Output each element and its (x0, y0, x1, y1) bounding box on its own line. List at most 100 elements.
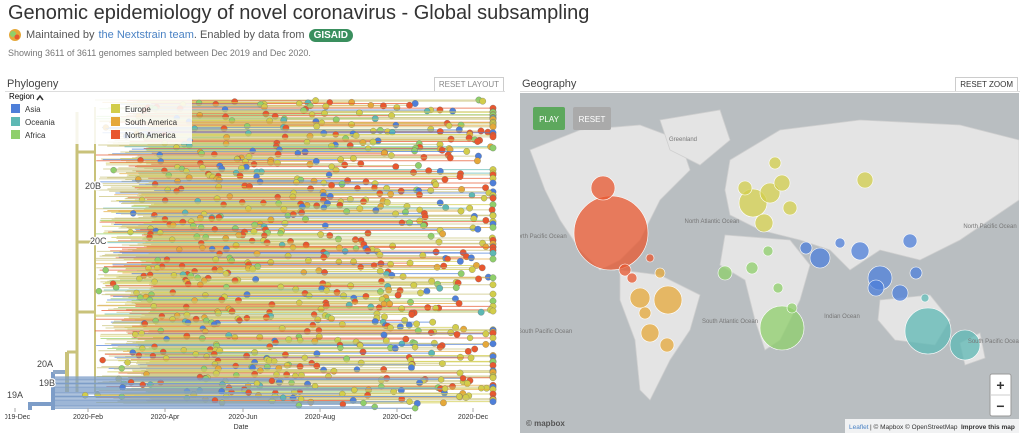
region-bubble[interactable] (809, 247, 831, 269)
region-bubble[interactable] (920, 293, 930, 303)
region-bubble[interactable] (737, 180, 753, 196)
region-bubble[interactable] (618, 263, 632, 277)
clade-label: 20B (85, 181, 101, 191)
tree-tip (391, 345, 399, 352)
divider (520, 91, 1020, 92)
summary: Showing 3611 of 3611 genomes sampled bet… (8, 48, 311, 58)
mapbox-logo: © mapbox (526, 419, 565, 428)
tree-tip (457, 207, 465, 215)
tree-tip (420, 153, 428, 161)
legend-toggle[interactable] (36, 94, 44, 101)
attribution-leaflet[interactable]: Leaflet (849, 424, 869, 431)
region-bubble[interactable] (573, 195, 649, 271)
tree-tip (245, 389, 252, 396)
tree-tip (402, 208, 409, 216)
tree-tip (432, 181, 440, 189)
map: Greenland North Atlantic Ocean North Pacif… (520, 93, 1019, 433)
region-bubble[interactable] (638, 306, 652, 320)
legend-label: Oceania (25, 118, 55, 127)
region-bubble[interactable] (949, 329, 981, 361)
tree-tip (489, 255, 497, 263)
tree-tip (460, 325, 467, 333)
tree-tip (279, 394, 287, 401)
region-bubble[interactable] (850, 241, 870, 261)
region-bubble[interactable] (590, 175, 616, 201)
attribution-improve[interactable]: Improve this map (961, 424, 1015, 431)
region-bubble[interactable] (904, 307, 952, 355)
zoom-out[interactable]: − (996, 398, 1004, 414)
tree-tip (489, 334, 497, 342)
legend-swatch (111, 117, 120, 126)
region-bubble[interactable] (745, 261, 759, 275)
region-bubble[interactable] (902, 233, 918, 249)
region-bubble[interactable] (754, 213, 774, 233)
tree-tip (383, 198, 391, 206)
tree-tip (389, 242, 396, 250)
tree-tip (432, 248, 440, 256)
tree-tip (459, 375, 467, 382)
region-bubble[interactable] (834, 237, 846, 249)
tree-tip (301, 148, 309, 156)
reset-zoom-button[interactable]: RESET ZOOM (955, 77, 1018, 92)
tree-tip (467, 354, 475, 362)
region-bubble[interactable] (759, 182, 781, 204)
tree-tip (308, 111, 316, 118)
tree-tip (423, 287, 431, 295)
region-bubble[interactable] (867, 279, 885, 297)
tree-tip (489, 274, 497, 282)
team-link[interactable]: the Nextstrain team (98, 29, 194, 41)
reset-button[interactable] (573, 107, 611, 130)
region-bubble[interactable] (659, 337, 675, 353)
play-button[interactable] (533, 107, 565, 130)
tree-tip (371, 403, 378, 411)
region-bubble[interactable] (629, 287, 651, 309)
tree-tip (436, 284, 444, 292)
tree-tip (489, 133, 497, 141)
tree-tip (387, 190, 394, 198)
tree-tip (380, 300, 388, 308)
legend-swatch (11, 117, 20, 126)
gisaid-logo[interactable]: GISAID (308, 28, 354, 42)
region-bubble[interactable] (626, 272, 638, 284)
region-bubble[interactable] (909, 266, 923, 280)
tree-tip (440, 399, 447, 407)
region-bubble[interactable] (773, 174, 791, 192)
region-bubble[interactable] (640, 323, 660, 343)
legend-label: Africa (25, 131, 46, 140)
region-bubble[interactable] (856, 171, 874, 189)
reset-layout-button[interactable]: RESET LAYOUT (433, 77, 504, 92)
tree-tip (417, 289, 424, 297)
region-bubble[interactable] (768, 156, 782, 170)
tree-tip (360, 198, 367, 206)
region-bubble[interactable] (653, 285, 683, 315)
region-bubble[interactable] (799, 241, 813, 255)
region-bubble[interactable] (762, 245, 774, 257)
clade-label: 19B (39, 378, 55, 388)
region-bubble[interactable] (772, 282, 784, 294)
region-bubble[interactable] (782, 200, 798, 216)
region-bubble[interactable] (738, 188, 768, 218)
reset-button-label: RESET (579, 115, 606, 124)
tree-tip (441, 176, 449, 183)
x-tick-label: 2020-Apr (151, 414, 180, 421)
map-label: South Atlantic Ocean (702, 319, 758, 325)
legend-swatch (11, 130, 20, 139)
tree-tip (474, 225, 482, 233)
region-bubble[interactable] (759, 305, 805, 351)
region-bubble[interactable] (717, 265, 733, 281)
tree-tip (433, 263, 441, 271)
region-bubble[interactable] (891, 284, 909, 302)
tree-tip (124, 359, 131, 366)
tree-tip (102, 266, 109, 274)
region-bubble[interactable] (786, 302, 798, 314)
tree-tip (118, 365, 125, 372)
tree-tip (408, 364, 415, 372)
zoom-in[interactable]: + (996, 377, 1004, 393)
x-tick-label: 2020-Oct (383, 414, 412, 421)
tree-tip (405, 321, 413, 329)
map-label: South Pacific Ocean (520, 329, 572, 335)
region-bubble[interactable] (654, 267, 666, 279)
tree-tip (489, 281, 497, 289)
tree-tip (478, 264, 486, 272)
region-bubble[interactable] (645, 253, 655, 263)
